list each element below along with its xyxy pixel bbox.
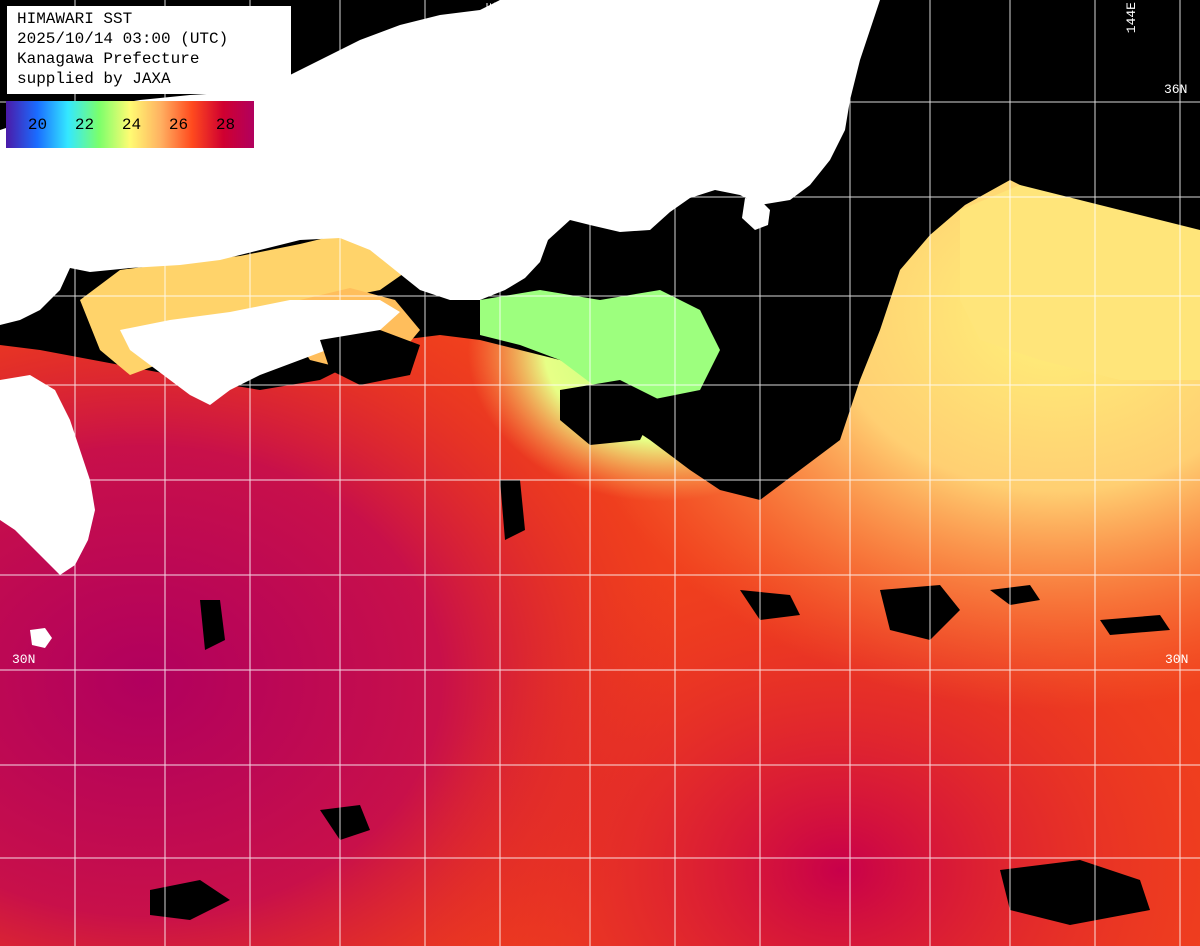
sst-patch-green [480, 290, 720, 400]
lon-label-144e: 144E [1124, 2, 1139, 34]
land-honshu [0, 0, 880, 325]
legend-tick-22: 22 [74, 115, 95, 134]
temperature-legend: 20 22 24 26 28 [6, 101, 254, 148]
land-kyushu [0, 375, 95, 575]
lat-label-30n-right: 30N [1165, 652, 1189, 667]
land-boso [742, 198, 770, 230]
cloud-patches [150, 330, 1170, 925]
legend-tick-20: 20 [27, 115, 48, 134]
legend-tick-26: 26 [168, 115, 189, 134]
title-box: HIMAWARI SST 2025/10/14 03:00 (UTC) Kana… [7, 6, 291, 94]
sst-patch-ne [960, 185, 1200, 380]
region-name: Kanagawa Prefecture [17, 50, 200, 68]
legend-tick-24: 24 [121, 115, 142, 134]
observation-time: 2025/10/14 03:00 (UTC) [17, 30, 229, 48]
lat-label-30n-left: 30N [12, 652, 36, 667]
product-title: HIMAWARI SST [17, 10, 133, 28]
land-tanegashima [30, 628, 52, 648]
data-credit: supplied by JAXA [17, 70, 171, 88]
land-shikoku [120, 300, 400, 405]
legend-tick-28: 28 [215, 115, 236, 134]
lat-label-36n: 36N [1164, 82, 1188, 97]
lon-label-136e: 136E [484, 2, 499, 34]
